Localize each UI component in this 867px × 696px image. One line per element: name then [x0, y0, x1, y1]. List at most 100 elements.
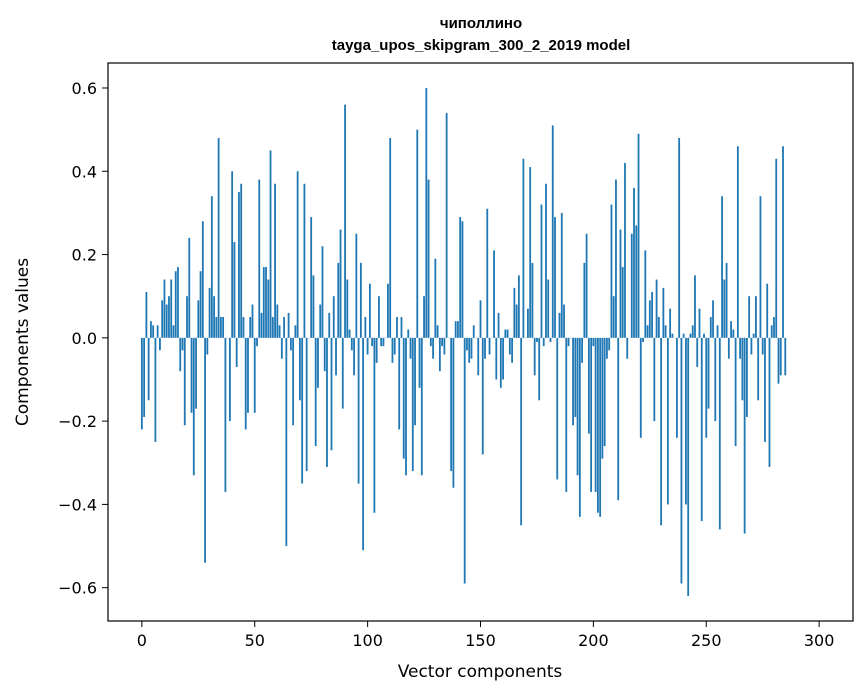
- bar: [233, 242, 236, 338]
- y-tick-label: 0.0: [72, 329, 97, 348]
- bar: [752, 333, 755, 338]
- bar: [761, 337, 764, 355]
- bar: [578, 337, 581, 517]
- bar: [271, 317, 274, 338]
- bar: [599, 337, 602, 517]
- bar: [585, 233, 588, 338]
- y-axis-ticks: −0.6 −0.4 −0.2 0.0 0.2 0.4 0.6: [58, 79, 108, 598]
- bar: [635, 225, 638, 338]
- bar: [542, 337, 545, 347]
- bar: [332, 296, 335, 338]
- bar: [484, 337, 486, 359]
- bar: [391, 337, 394, 363]
- x-tick-label: 250: [691, 631, 722, 650]
- bar: [703, 333, 705, 338]
- bar: [558, 312, 561, 338]
- bar: [700, 337, 703, 522]
- bar: [773, 317, 775, 338]
- bar: [666, 337, 669, 505]
- bar: [755, 296, 757, 338]
- bar: [289, 337, 292, 351]
- bar: [712, 300, 714, 338]
- bar: [438, 337, 441, 372]
- bar: [461, 221, 464, 338]
- bar: [224, 337, 227, 492]
- bar: [596, 337, 599, 513]
- bar: [723, 279, 726, 338]
- bar: [522, 158, 525, 338]
- bar: [554, 217, 556, 338]
- chart-title: чиполлино: [440, 15, 522, 32]
- bar: [371, 337, 374, 347]
- bar: [779, 337, 782, 376]
- bar: [608, 337, 611, 351]
- x-tick-label: 0: [137, 631, 147, 650]
- bar: [163, 279, 166, 338]
- bar: [691, 325, 694, 338]
- bar: [648, 300, 651, 338]
- bar: [262, 267, 265, 338]
- bar: [741, 337, 744, 401]
- bar: [766, 283, 769, 338]
- bar: [644, 250, 647, 338]
- bar: [511, 337, 514, 363]
- bar: [258, 179, 261, 338]
- bar: [515, 304, 518, 338]
- bar: [276, 304, 279, 338]
- y-tick-label: 0.6: [72, 79, 97, 98]
- plot-frame: [107, 62, 854, 622]
- bar: [696, 337, 699, 367]
- bar: [694, 275, 696, 338]
- bar: [222, 317, 225, 338]
- bar: [639, 337, 642, 438]
- bar: [199, 271, 202, 338]
- bar: [560, 212, 563, 338]
- bar: [610, 204, 613, 338]
- bar: [159, 337, 161, 351]
- bar: [186, 296, 188, 338]
- bar: [517, 275, 520, 338]
- bar: [416, 129, 419, 338]
- bar: [757, 337, 760, 401]
- bar: [188, 237, 191, 338]
- bar: [533, 337, 536, 376]
- bar: [380, 337, 383, 347]
- bar: [621, 267, 624, 338]
- bar: [520, 337, 523, 526]
- bar: [495, 337, 498, 380]
- bar: [312, 275, 315, 338]
- bar: [770, 325, 773, 338]
- bar: [716, 325, 719, 338]
- bar: [707, 337, 710, 409]
- bar: [669, 308, 672, 338]
- bar: [581, 337, 583, 363]
- bar: [323, 337, 326, 372]
- bar: [743, 337, 746, 534]
- bar: [732, 329, 735, 338]
- bar: [387, 283, 389, 338]
- bar: [556, 337, 559, 480]
- x-tick-label: 300: [804, 631, 835, 650]
- bar: [572, 337, 574, 426]
- bar: [267, 279, 270, 338]
- bar: [204, 337, 206, 563]
- bar: [450, 337, 453, 472]
- bar: [436, 325, 439, 338]
- bar: [470, 337, 473, 359]
- bar: [269, 150, 272, 338]
- bar: [612, 296, 615, 338]
- bar: [497, 312, 500, 338]
- bar: [195, 337, 197, 409]
- bar: [378, 296, 380, 338]
- bar: [339, 229, 342, 338]
- bar: [630, 233, 633, 338]
- bar: [423, 296, 425, 338]
- bar: [734, 337, 737, 447]
- bar: [714, 337, 717, 422]
- bar: [197, 300, 200, 338]
- y-axis-label: Components values: [13, 258, 33, 426]
- bar: [244, 337, 247, 430]
- bar: [506, 329, 509, 338]
- bar: [183, 337, 186, 426]
- bar: [190, 337, 193, 413]
